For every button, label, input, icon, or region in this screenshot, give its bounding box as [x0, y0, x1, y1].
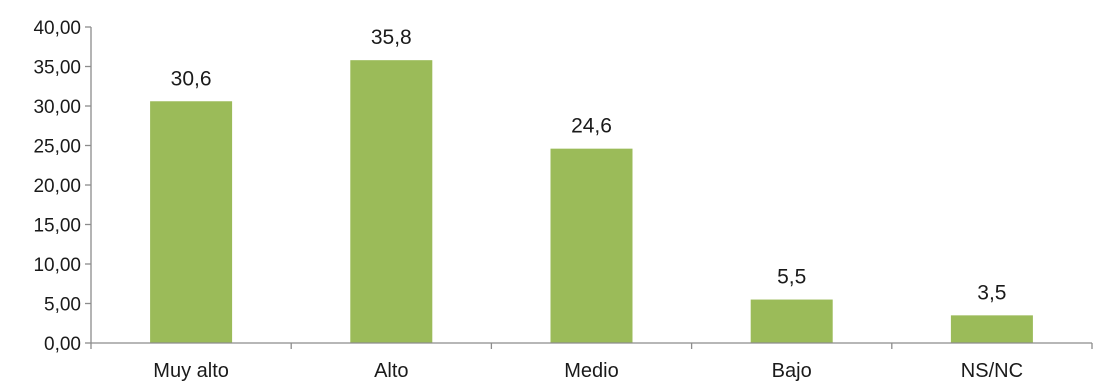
data-label: 24,6 [571, 115, 612, 138]
y-tick-label: 30,00 [33, 97, 81, 118]
bars [150, 60, 1033, 344]
y-tick-label: 0,00 [44, 334, 81, 355]
y-tick-label: 20,00 [33, 176, 81, 197]
x-category-label: Medio [564, 360, 618, 382]
data-label: 5,5 [777, 266, 806, 289]
data-label: 3,5 [977, 281, 1006, 304]
x-axis-ticks: Muy alto Alto Medio Bajo NS/NC [90, 343, 1093, 382]
y-tick-label: 15,00 [33, 216, 81, 237]
y-tick-label: 25,00 [33, 137, 81, 158]
x-category-label: Muy alto [153, 360, 229, 382]
bar-medio [550, 148, 633, 343]
data-label: 35,8 [371, 26, 412, 49]
x-category-label: Bajo [772, 360, 812, 382]
y-tick-label: 40,00 [33, 18, 81, 39]
bar-alto [350, 60, 433, 344]
data-label: 30,6 [171, 67, 212, 90]
bar-bajo [750, 299, 833, 343]
x-category-label: Alto [374, 360, 408, 382]
y-tick-label: 5,00 [44, 295, 81, 316]
y-axis-ticks: 0,00 5,00 10,00 15,00 20,00 25,00 30,00 35,00 40… [33, 18, 91, 355]
data-labels: 30,6 35,8 24,6 5,5 3,5 [171, 26, 1007, 304]
y-tick-label: 35,00 [33, 58, 81, 79]
y-tick-label: 10,00 [33, 255, 81, 276]
bar-muy-alto [150, 101, 233, 343]
bar-ns-nc [950, 315, 1033, 343]
x-category-label: NS/NC [961, 360, 1023, 382]
